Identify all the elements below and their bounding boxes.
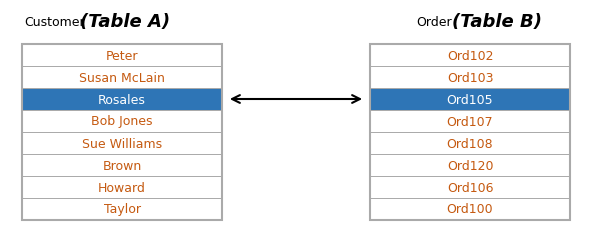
- Bar: [370, 198, 570, 220]
- Bar: [22, 154, 222, 176]
- Text: Sue Williams: Sue Williams: [82, 137, 162, 150]
- Bar: [22, 89, 222, 111]
- Text: Brown: Brown: [103, 159, 142, 172]
- Text: (Table A): (Table A): [80, 13, 170, 31]
- Text: Ord100: Ord100: [447, 203, 493, 216]
- Bar: [22, 45, 222, 67]
- Text: Ord107: Ord107: [447, 115, 493, 128]
- Text: Howard: Howard: [98, 181, 146, 194]
- Text: Customer: Customer: [24, 15, 84, 28]
- Text: Ord108: Ord108: [447, 137, 493, 150]
- Bar: [22, 45, 222, 220]
- Text: Bob Jones: Bob Jones: [91, 115, 153, 128]
- Bar: [370, 89, 570, 111]
- Bar: [370, 133, 570, 154]
- Bar: [370, 45, 570, 67]
- Text: Taylor: Taylor: [104, 203, 140, 216]
- Bar: [370, 111, 570, 133]
- Bar: [22, 198, 222, 220]
- Text: Ord106: Ord106: [447, 181, 493, 194]
- Bar: [370, 176, 570, 198]
- Text: Order: Order: [417, 15, 452, 28]
- Text: Rosales: Rosales: [98, 93, 146, 106]
- Bar: [22, 176, 222, 198]
- Bar: [370, 154, 570, 176]
- Bar: [22, 67, 222, 89]
- Text: Ord102: Ord102: [447, 49, 493, 62]
- Bar: [22, 133, 222, 154]
- Text: Susan McLain: Susan McLain: [79, 71, 165, 84]
- Text: Ord105: Ord105: [447, 93, 493, 106]
- Bar: [370, 45, 570, 220]
- Text: Peter: Peter: [106, 49, 138, 62]
- Bar: [22, 111, 222, 133]
- Bar: [370, 67, 570, 89]
- Text: Ord103: Ord103: [447, 71, 493, 84]
- Text: Ord120: Ord120: [447, 159, 493, 172]
- Text: (Table B): (Table B): [452, 13, 542, 31]
